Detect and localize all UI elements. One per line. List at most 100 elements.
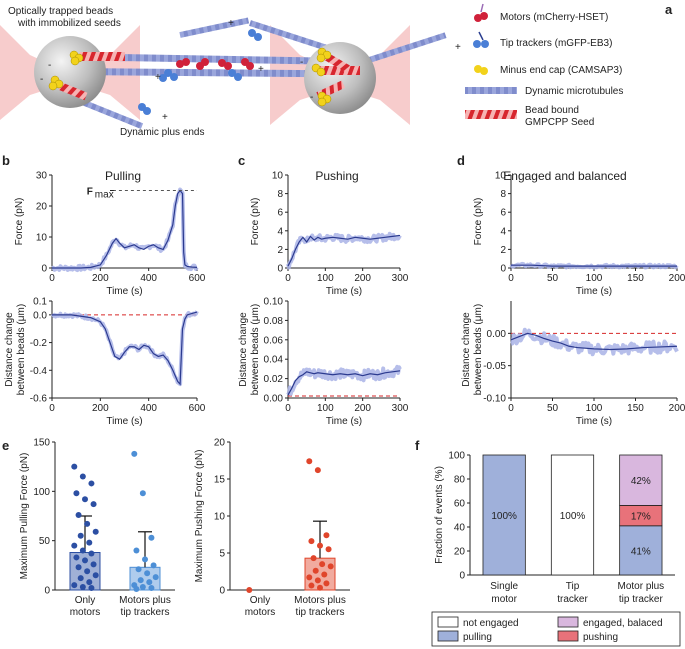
y-tick-label: 0 — [277, 264, 283, 275]
x-tick-label: 50 — [547, 403, 559, 414]
data-point — [90, 501, 97, 508]
chart-d-force: 0 50 100 150 200 0 2 4 6 8 10 Time (s) Force (pN) — [473, 171, 685, 298]
data-point — [146, 579, 153, 586]
x-tick-label: 100 — [317, 273, 334, 284]
data-point — [323, 532, 330, 539]
category-label: tip trackers — [296, 607, 345, 618]
y-tick-label: 0 — [44, 586, 50, 597]
category-label: motors — [70, 607, 101, 618]
data-point — [79, 584, 86, 591]
x-tick-label: 200 — [354, 273, 371, 284]
motors — [176, 58, 254, 70]
raw-trace — [510, 327, 679, 357]
chart-c-distance: 0 100 200 300 0.00 0.02 0.04 0.06 0.08 0.10 Time (… — [238, 297, 409, 428]
panel-c-title: Pushing — [315, 169, 358, 183]
tip-tracker-icon — [473, 31, 489, 48]
smoothed-trace — [287, 370, 401, 396]
legend-minus-end-cap: Minus end cap (CAMSAP3) — [500, 65, 622, 76]
data-point — [73, 554, 80, 561]
segment-label: 17% — [631, 512, 651, 523]
data-point — [142, 556, 148, 563]
x-tick-label: 300 — [392, 403, 409, 414]
data-point — [317, 584, 323, 591]
data-point — [79, 547, 86, 554]
y-tick-label: -0.6 — [30, 394, 48, 405]
plus-sign: + — [455, 42, 461, 53]
y-tick-label: 150 — [33, 438, 50, 449]
x-tick-label: 50 — [547, 273, 559, 284]
seed — [80, 52, 125, 61]
x-tick-label: 200 — [92, 273, 109, 284]
data-point — [306, 458, 313, 465]
y-axis-title: Distance change — [4, 312, 15, 387]
y-axis-title: Force (pN) — [250, 198, 261, 246]
x-tick-label: 0 — [285, 403, 291, 414]
y-tick-label: 10 — [36, 233, 48, 244]
category-label: Motor plus — [617, 581, 664, 592]
raw-trace — [50, 310, 199, 387]
data-point — [323, 580, 330, 587]
segment-label: 100% — [491, 511, 517, 522]
fmax-label-subscript: max — [95, 190, 114, 201]
y-tick-label: 20 — [214, 438, 226, 449]
plus-sign: + — [162, 112, 168, 123]
data-point — [310, 555, 317, 562]
panel-b-title: Pulling — [105, 169, 141, 183]
y-tick-label: 4 — [500, 226, 506, 237]
data-point — [71, 463, 78, 470]
data-point — [133, 547, 140, 554]
legend-seed-line2: GMPCPP Seed — [525, 117, 594, 128]
data-point — [88, 480, 95, 487]
data-point — [150, 562, 157, 569]
seed — [320, 66, 360, 75]
y-tick-label: 30 — [36, 171, 48, 182]
data-point — [246, 587, 253, 593]
raw-trace — [51, 187, 199, 273]
x-tick-label: 200 — [354, 403, 371, 414]
panel-label-a: a — [665, 2, 673, 17]
category-label: tracker — [557, 594, 588, 605]
x-tick-label: 0 — [508, 403, 514, 414]
legend-label: pulling — [463, 632, 492, 643]
y-tick-label: 40 — [454, 523, 466, 534]
data-point — [327, 563, 334, 570]
x-axis-title: Time (s) — [326, 286, 362, 297]
legend-label: not engaged — [463, 618, 519, 629]
y-tick-label: 50 — [39, 536, 51, 547]
x-tick-label: 600 — [189, 403, 206, 414]
data-point — [79, 473, 86, 480]
raw-trace — [286, 364, 402, 396]
segment-label: 41% — [631, 546, 651, 557]
smoothed-trace — [52, 189, 198, 269]
data-point — [75, 512, 82, 519]
x-tick-label: 100 — [317, 403, 334, 414]
data-point — [92, 572, 99, 579]
category-label: tip trackers — [121, 607, 170, 618]
y-tick-label: 60 — [454, 499, 466, 510]
stacked-bar-segment — [482, 454, 526, 576]
y-axis-title: between beads (μm) — [16, 304, 27, 395]
legend-seed-line1: Bead bound — [525, 105, 579, 116]
legend-box — [431, 611, 681, 647]
y-tick-label: 8 — [500, 189, 506, 200]
data-point — [314, 467, 321, 474]
x-tick-label: 100 — [586, 273, 603, 284]
data-point — [71, 542, 78, 549]
panel-d-title: Engaged and balanced — [503, 169, 626, 183]
y-tick-label: -0.2 — [30, 338, 48, 349]
smoothed-trace — [52, 311, 198, 386]
x-tick-label: 150 — [627, 403, 644, 414]
smoothed-trace — [510, 332, 678, 351]
data-point — [152, 574, 159, 581]
bead-left — [34, 36, 106, 108]
stacked-bar-segment — [619, 525, 663, 576]
y-tick-label: 20 — [454, 547, 466, 558]
category-label: Only — [250, 595, 271, 606]
minus-end-caps — [48, 47, 332, 107]
category-label: Tip — [566, 581, 580, 592]
legend-swatch — [437, 630, 459, 642]
x-axis-title: Time (s) — [576, 416, 612, 427]
x-axis-title: Time (s) — [106, 286, 142, 297]
data-point — [86, 579, 93, 586]
legend-label: pushing — [583, 632, 618, 643]
